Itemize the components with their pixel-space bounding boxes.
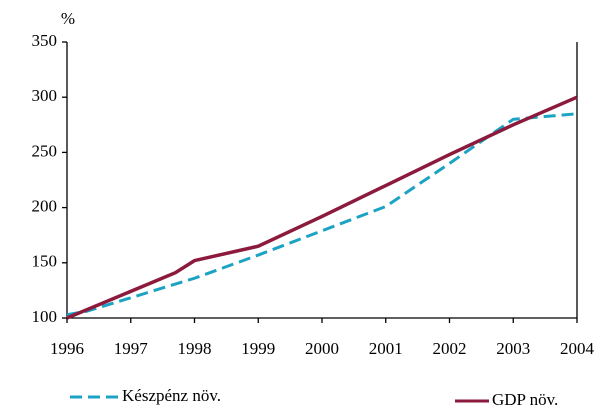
legend-label: GDP növ.: [492, 390, 558, 408]
x-tick-label: 1997: [114, 339, 149, 358]
y-tick-label: 150: [32, 252, 58, 271]
y-tick-label: 100: [32, 307, 58, 326]
x-tick-label: 2003: [496, 339, 530, 358]
series-line: [66, 112, 578, 317]
y-unit: %: [61, 9, 75, 28]
x-tick-label: 1999: [241, 339, 275, 358]
legend-label: Készpénz növ.: [122, 386, 221, 405]
y-tick-label: 350: [32, 31, 58, 50]
x-tick-label: 1998: [178, 339, 212, 358]
x-tick-label: 1996: [50, 339, 84, 358]
y-tick-label: 250: [32, 141, 58, 160]
series-line: [66, 95, 578, 320]
x-tick-label: 2002: [433, 339, 467, 358]
y-tick-label: 200: [32, 197, 58, 216]
x-tick-label: 2004: [560, 339, 595, 358]
x-tick-label: 2001: [369, 339, 403, 358]
y-tick-label: 300: [32, 86, 58, 105]
x-tick-label: 2000: [305, 339, 339, 358]
